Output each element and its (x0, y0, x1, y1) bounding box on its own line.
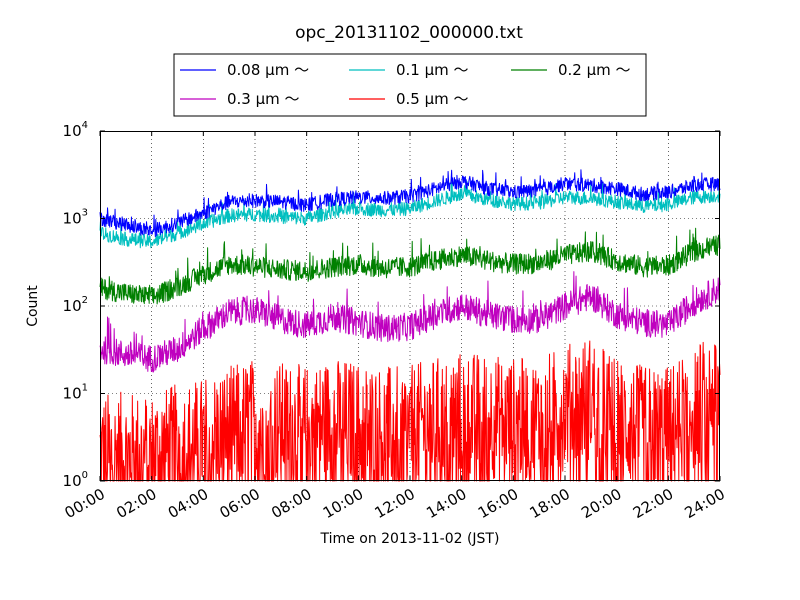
series-layer (99, 169, 721, 482)
series-line-1 (99, 180, 721, 249)
x-tick-label: 12:00 (372, 485, 418, 522)
x-tick-label: 14:00 (423, 485, 469, 522)
x-tick-labels: 00:00 02:00 04:00 06:00 08:00 10:00 12:00 14:00… (62, 485, 728, 522)
y-tick-exponent: 3 (82, 208, 88, 219)
y-axis-label: Count (25, 285, 41, 327)
x-tick-label: 00:00 (62, 485, 108, 522)
series-line-3 (99, 271, 721, 373)
x-tick-label: 08:00 (268, 485, 314, 522)
y-tick-base: 10 (63, 297, 82, 315)
y-tick-exponent: 2 (82, 295, 88, 306)
x-tick-label: 06:00 (217, 485, 263, 522)
legend-label-1: 0.1 μm ～ (396, 61, 469, 79)
y-tick-label: 104 (63, 120, 88, 140)
legend-label-4: 0.5 μm ～ (396, 90, 469, 108)
x-axis-label: Time on 2013-11-02 (JST) (320, 531, 500, 547)
x-tick-label: 10:00 (320, 485, 366, 522)
y-tick-exponent: 1 (82, 383, 88, 394)
x-tick-label: 04:00 (165, 485, 211, 522)
y-tick-base: 10 (63, 385, 82, 403)
legend-label-2: 0.2 μm ～ (558, 61, 631, 79)
legend-label-3: 0.3 μm ～ (227, 90, 300, 108)
y-tick-exponent: 4 (82, 120, 88, 131)
legend-label-0: 0.08 μm ～ (227, 61, 309, 79)
x-tick-label: 20:00 (578, 485, 624, 522)
y-tick-base: 10 (63, 472, 82, 490)
y-tick-base: 10 (63, 122, 82, 140)
series-line-4 (99, 340, 721, 482)
legend-box (173, 53, 647, 117)
x-tick-label: 16:00 (475, 485, 521, 522)
x-tick-label: 24:00 (682, 485, 728, 522)
y-tick-base: 10 (63, 210, 82, 228)
series-line-2 (99, 227, 721, 305)
x-tick-label: 18:00 (527, 485, 573, 522)
legend: 0.08 μm ～ 0.1 μm ～ 0.2 μm ～ 0.3 μm ～ 0.5 μm … (173, 53, 647, 117)
y-tick-label: 102 (63, 295, 88, 315)
x-tick-label: 02:00 (113, 485, 159, 522)
axis-ticks (99, 130, 721, 482)
y-tick-label: 103 (63, 208, 88, 228)
y-tick-label: 101 (63, 383, 88, 403)
chart-title: opc_20131102_000000.txt (295, 23, 523, 43)
y-tick-exponent: 0 (82, 470, 88, 481)
y-tick-label: 100 (63, 470, 88, 490)
series-line-0 (99, 169, 721, 238)
x-tick-label: 22:00 (630, 485, 676, 522)
